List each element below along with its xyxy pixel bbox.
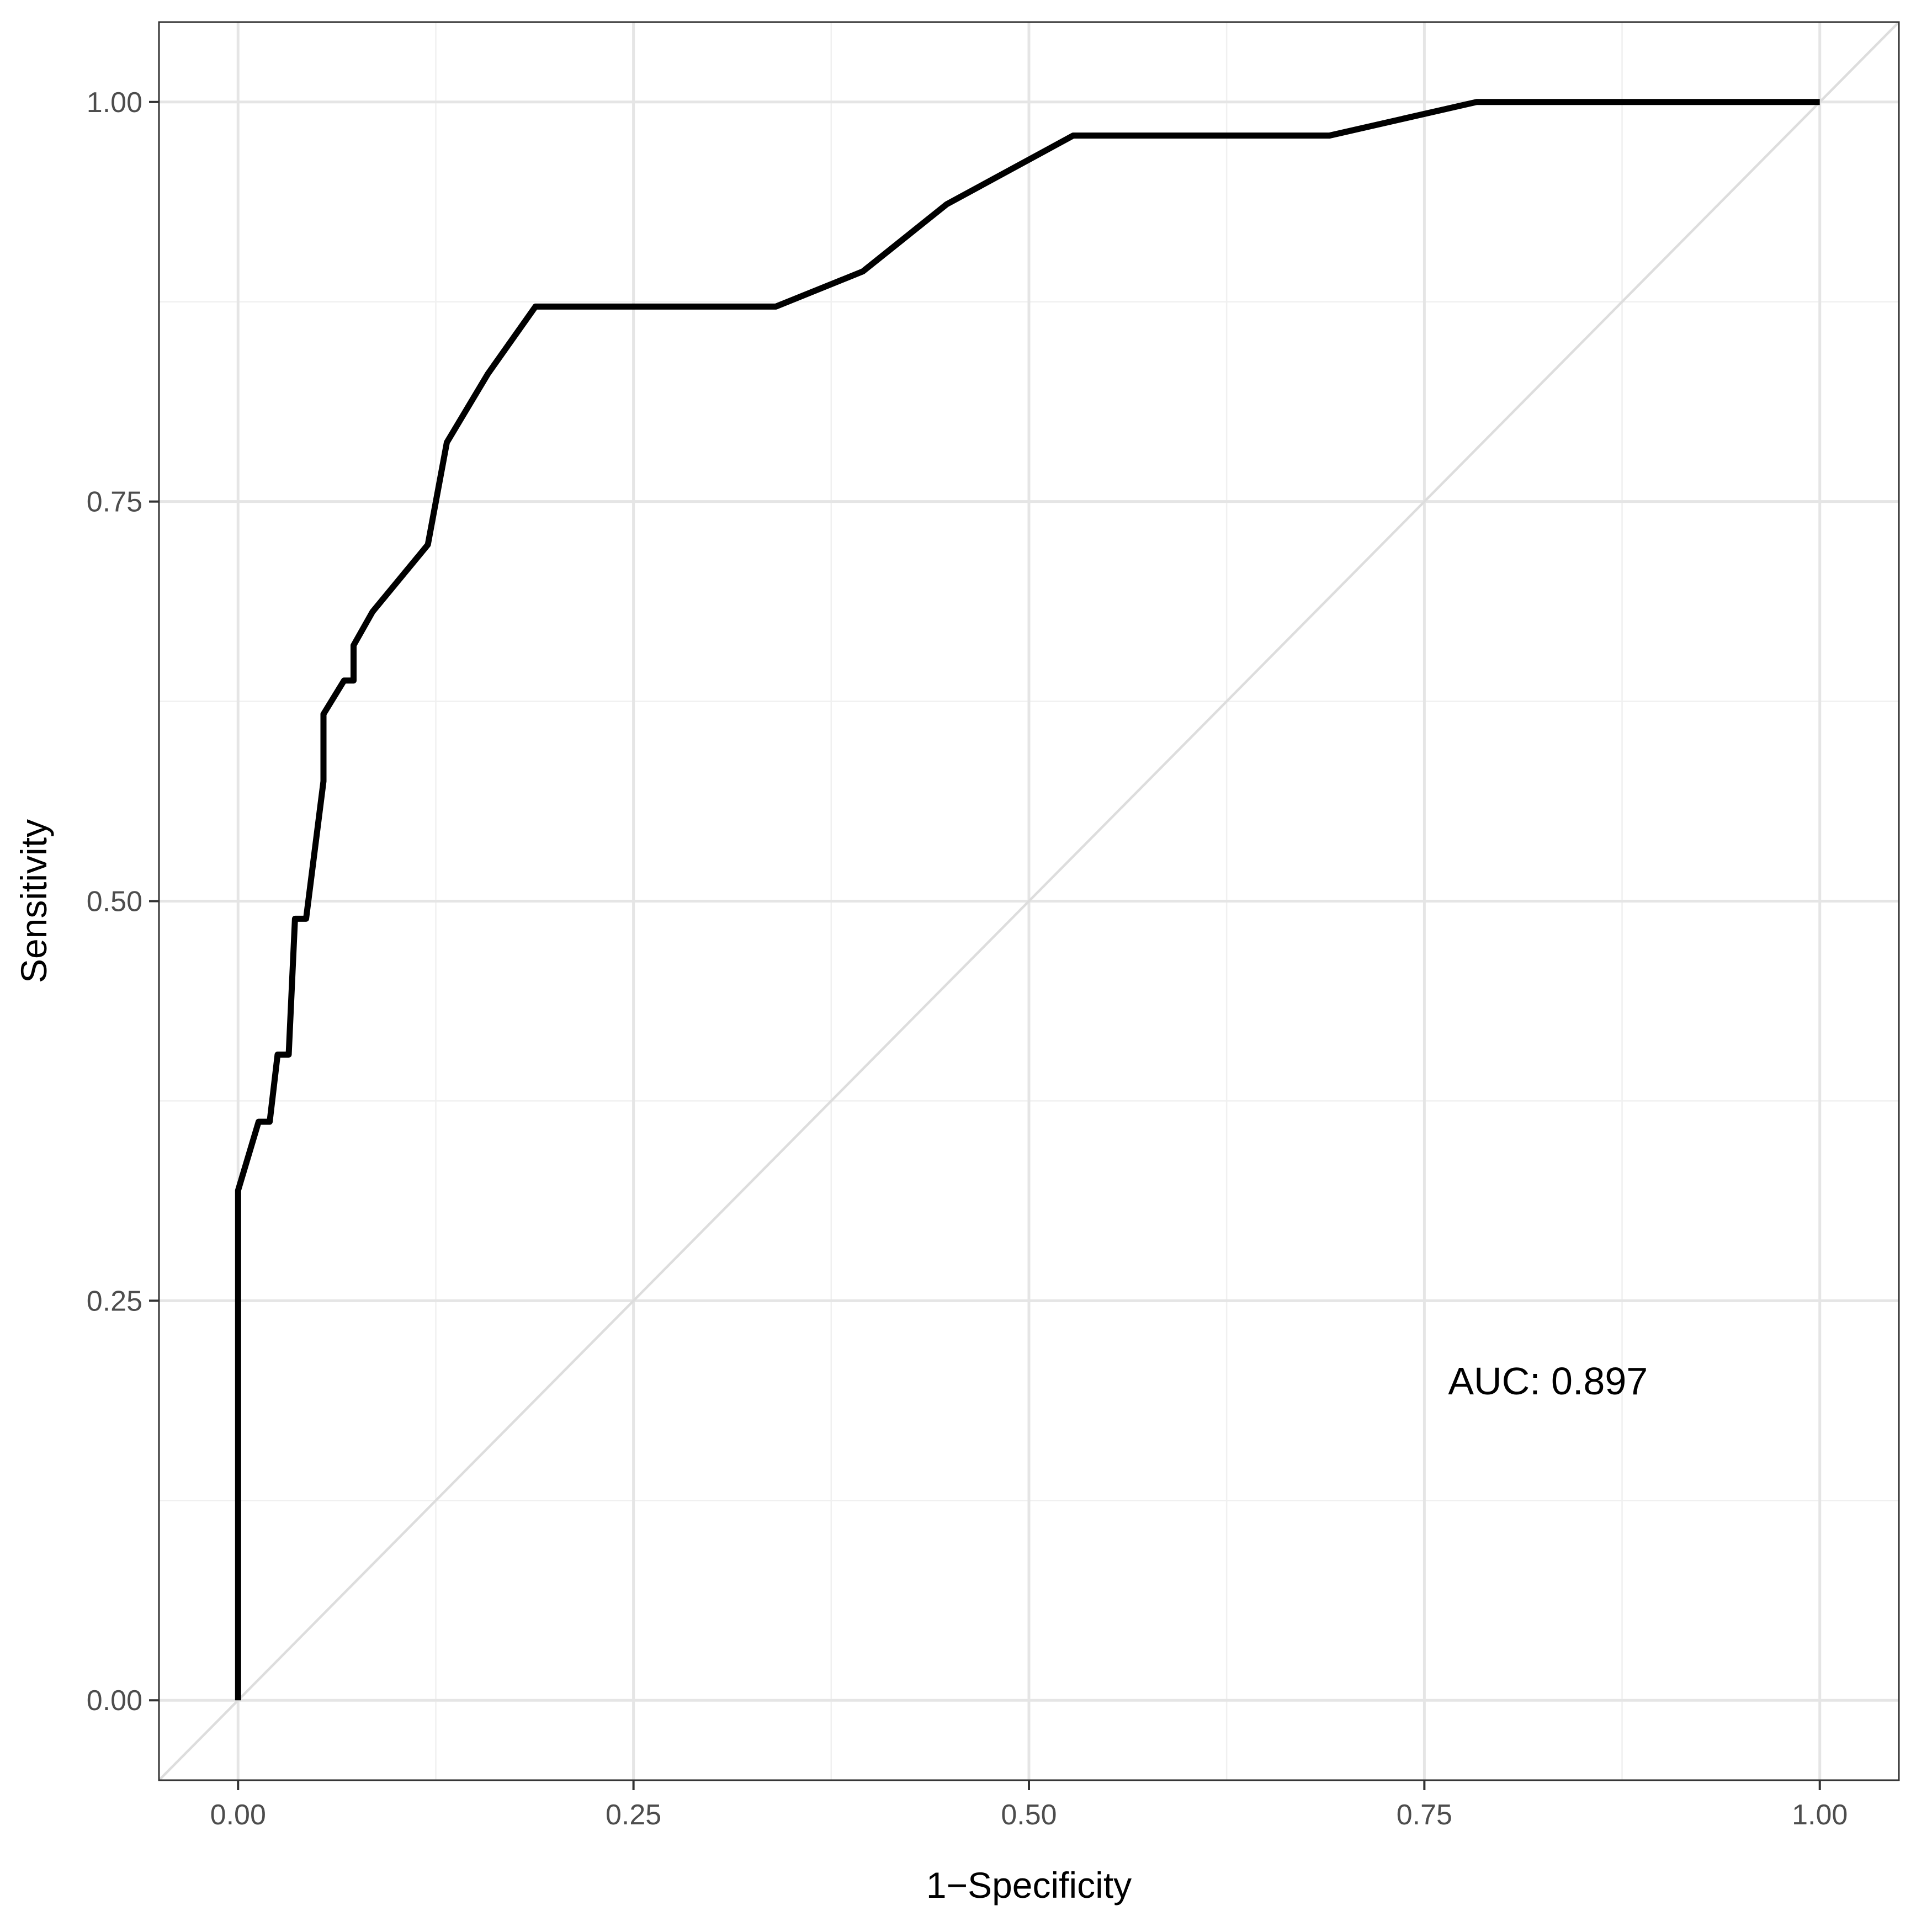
x-tick-label: 1.00 [1792, 1799, 1848, 1831]
reference-diagonal-line [158, 21, 1900, 1781]
x-axis-title: 1−Specificity [926, 1865, 1132, 1906]
y-axis-title: Sensitivity [13, 819, 54, 983]
reference-layer [158, 21, 1900, 1781]
x-tick-label: 0.25 [606, 1799, 661, 1831]
auc-annotation: AUC: 0.897 [1448, 1360, 1648, 1403]
x-tick-label: 0.50 [1001, 1799, 1057, 1831]
x-tick-label: 0.75 [1397, 1799, 1452, 1831]
series-layer [235, 99, 1820, 1701]
x-tick-label: 0.00 [210, 1799, 266, 1831]
y-tick-label: 0.75 [87, 486, 142, 518]
y-tick-label: 1.00 [87, 87, 142, 119]
y-tick-label: 0.00 [87, 1685, 142, 1717]
y-tick-label: 0.50 [87, 886, 142, 918]
y-axis-ticks: 0.00 0.25 0.50 0.75 1.00 [87, 87, 159, 1717]
x-axis-ticks: 0.00 0.25 0.50 0.75 1.00 [210, 1780, 1848, 1831]
y-tick-label: 0.25 [87, 1285, 142, 1317]
roc-curve-line [235, 99, 1820, 1701]
